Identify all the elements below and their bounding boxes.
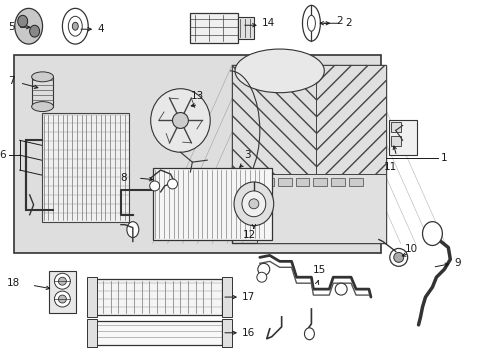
Ellipse shape — [58, 277, 66, 285]
Text: 18: 18 — [6, 278, 20, 288]
Text: 6: 6 — [0, 150, 6, 160]
Ellipse shape — [393, 252, 403, 262]
Bar — [390, 122, 400, 132]
Bar — [222, 319, 232, 347]
Bar — [152, 168, 271, 239]
Ellipse shape — [256, 272, 266, 282]
Bar — [388, 121, 416, 155]
Ellipse shape — [172, 113, 188, 129]
Bar — [32, 77, 53, 107]
Ellipse shape — [150, 89, 210, 152]
Text: 11: 11 — [384, 162, 397, 172]
Bar — [87, 277, 97, 317]
Text: 1: 1 — [440, 153, 446, 163]
Bar — [295, 178, 309, 186]
Ellipse shape — [54, 273, 70, 289]
Bar — [330, 178, 345, 186]
Bar — [259, 178, 273, 186]
Text: 14: 14 — [261, 18, 274, 28]
Ellipse shape — [18, 15, 28, 27]
Bar — [93, 321, 222, 345]
Ellipse shape — [422, 222, 442, 246]
Text: 3: 3 — [244, 150, 251, 160]
Bar — [87, 319, 97, 347]
Ellipse shape — [335, 283, 346, 295]
Bar — [238, 17, 253, 39]
Ellipse shape — [257, 263, 269, 275]
Ellipse shape — [235, 49, 324, 93]
Ellipse shape — [149, 181, 159, 191]
Ellipse shape — [389, 248, 407, 266]
Bar — [316, 65, 385, 174]
Ellipse shape — [68, 16, 82, 36]
Text: 7: 7 — [8, 76, 15, 86]
Bar — [232, 65, 316, 174]
Ellipse shape — [234, 182, 273, 226]
Bar — [41, 113, 129, 222]
Ellipse shape — [307, 15, 315, 31]
Ellipse shape — [32, 72, 53, 82]
Ellipse shape — [30, 25, 40, 37]
Text: 4: 4 — [97, 24, 103, 34]
Bar — [48, 271, 76, 313]
Bar — [222, 277, 232, 317]
Bar — [313, 178, 326, 186]
Ellipse shape — [15, 8, 42, 44]
Ellipse shape — [304, 328, 314, 340]
Ellipse shape — [58, 295, 66, 303]
Bar — [93, 279, 222, 315]
Text: 17: 17 — [242, 292, 255, 302]
Ellipse shape — [32, 102, 53, 112]
Ellipse shape — [54, 291, 70, 307]
Bar — [348, 178, 362, 186]
Ellipse shape — [126, 222, 139, 238]
Text: 5: 5 — [8, 22, 15, 32]
Bar — [14, 55, 380, 253]
Bar — [256, 174, 385, 243]
Bar — [277, 178, 291, 186]
Ellipse shape — [72, 22, 78, 30]
Text: 15: 15 — [312, 265, 325, 275]
Bar — [232, 65, 385, 243]
Text: 10: 10 — [404, 244, 417, 255]
Ellipse shape — [242, 191, 265, 217]
Text: 13: 13 — [190, 91, 203, 101]
Ellipse shape — [62, 8, 88, 44]
Ellipse shape — [248, 199, 258, 209]
Ellipse shape — [167, 179, 177, 189]
Text: 8: 8 — [120, 173, 126, 183]
Ellipse shape — [302, 5, 320, 41]
Text: 12: 12 — [243, 230, 256, 240]
Bar — [190, 13, 238, 43]
Bar — [390, 136, 400, 146]
Text: 2: 2 — [345, 18, 351, 28]
Text: 16: 16 — [242, 328, 255, 338]
Text: 2: 2 — [336, 16, 342, 26]
Text: 9: 9 — [453, 258, 460, 268]
